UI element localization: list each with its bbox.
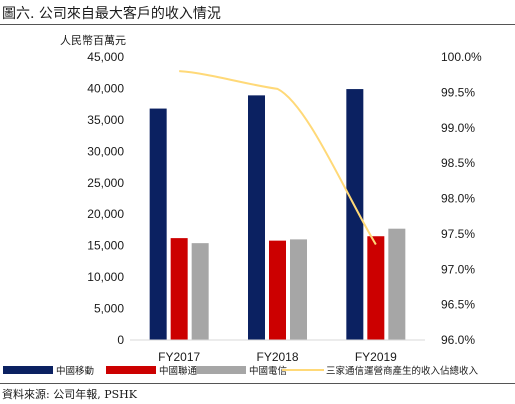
bar bbox=[269, 240, 286, 340]
left-axis-unit: 人民幣百萬元 bbox=[60, 34, 126, 47]
left-tick-label: 40,000 bbox=[87, 81, 124, 95]
right-tick-label: 100.0% bbox=[441, 50, 482, 64]
legend-swatch bbox=[106, 366, 156, 374]
left-tick-label: 20,000 bbox=[87, 207, 124, 221]
x-tick-label: FY2018 bbox=[256, 350, 298, 364]
line-series bbox=[179, 70, 377, 246]
right-tick-label: 99.0% bbox=[441, 121, 475, 135]
right-tick-label: 96.0% bbox=[441, 333, 475, 347]
left-tick-label: 30,000 bbox=[87, 144, 124, 158]
legend-swatch bbox=[196, 366, 246, 374]
left-tick-label: 35,000 bbox=[87, 113, 124, 127]
right-tick-label: 97.5% bbox=[441, 227, 475, 241]
legend-swatch bbox=[3, 366, 53, 374]
right-tick-label: 98.5% bbox=[441, 156, 475, 170]
bar bbox=[191, 243, 209, 340]
right-tick-label: 97.0% bbox=[441, 262, 475, 276]
right-tick-label: 96.5% bbox=[441, 298, 475, 312]
legend-label: 中國電信 bbox=[249, 365, 287, 377]
bar bbox=[170, 238, 188, 340]
left-tick-label: 5,000 bbox=[94, 302, 124, 316]
left-tick-label: 25,000 bbox=[87, 176, 124, 190]
source-note: 資料來源: 公司年報, PSHK bbox=[2, 388, 137, 401]
right-tick-label: 98.0% bbox=[441, 192, 475, 206]
x-tick-label: FY2017 bbox=[158, 350, 200, 364]
bar bbox=[367, 236, 385, 340]
left-tick-label: 15,000 bbox=[87, 239, 124, 253]
chart-title: 圖六. 公司來自最大客戶的收入情況 bbox=[2, 6, 221, 22]
bar bbox=[388, 228, 406, 340]
left-tick-label: 0 bbox=[117, 333, 124, 347]
bar bbox=[346, 89, 364, 340]
left-tick-label: 45,000 bbox=[87, 50, 124, 64]
left-tick-label: 10,000 bbox=[87, 270, 124, 284]
bar bbox=[248, 95, 265, 341]
legend-label: 中國聯通 bbox=[159, 365, 198, 377]
bar bbox=[290, 239, 307, 340]
right-tick-label: 99.5% bbox=[441, 85, 475, 99]
legend-label: 三家通信運營商產生的收入佔總收入 bbox=[326, 365, 479, 377]
x-tick-label: FY2019 bbox=[355, 350, 397, 364]
bar bbox=[149, 108, 167, 341]
legend-label: 中國移動 bbox=[56, 365, 94, 377]
footer-divider bbox=[0, 383, 515, 384]
title-divider bbox=[0, 24, 515, 25]
